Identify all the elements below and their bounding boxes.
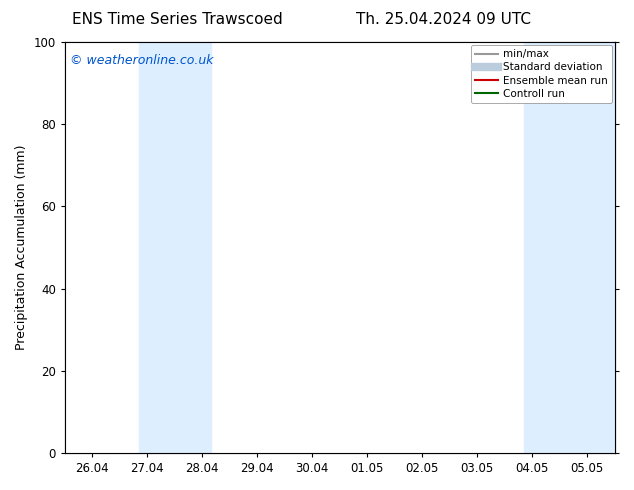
Legend: min/max, Standard deviation, Ensemble mean run, Controll run: min/max, Standard deviation, Ensemble me…: [470, 45, 612, 103]
Bar: [139, 42, 210, 453]
Y-axis label: Precipitation Accumulation (mm): Precipitation Accumulation (mm): [15, 145, 28, 350]
Text: © weatheronline.co.uk: © weatheronline.co.uk: [70, 54, 214, 68]
Text: ENS Time Series Trawscoed: ENS Time Series Trawscoed: [72, 12, 283, 27]
Bar: [524, 42, 615, 453]
Text: Th. 25.04.2024 09 UTC: Th. 25.04.2024 09 UTC: [356, 12, 531, 27]
